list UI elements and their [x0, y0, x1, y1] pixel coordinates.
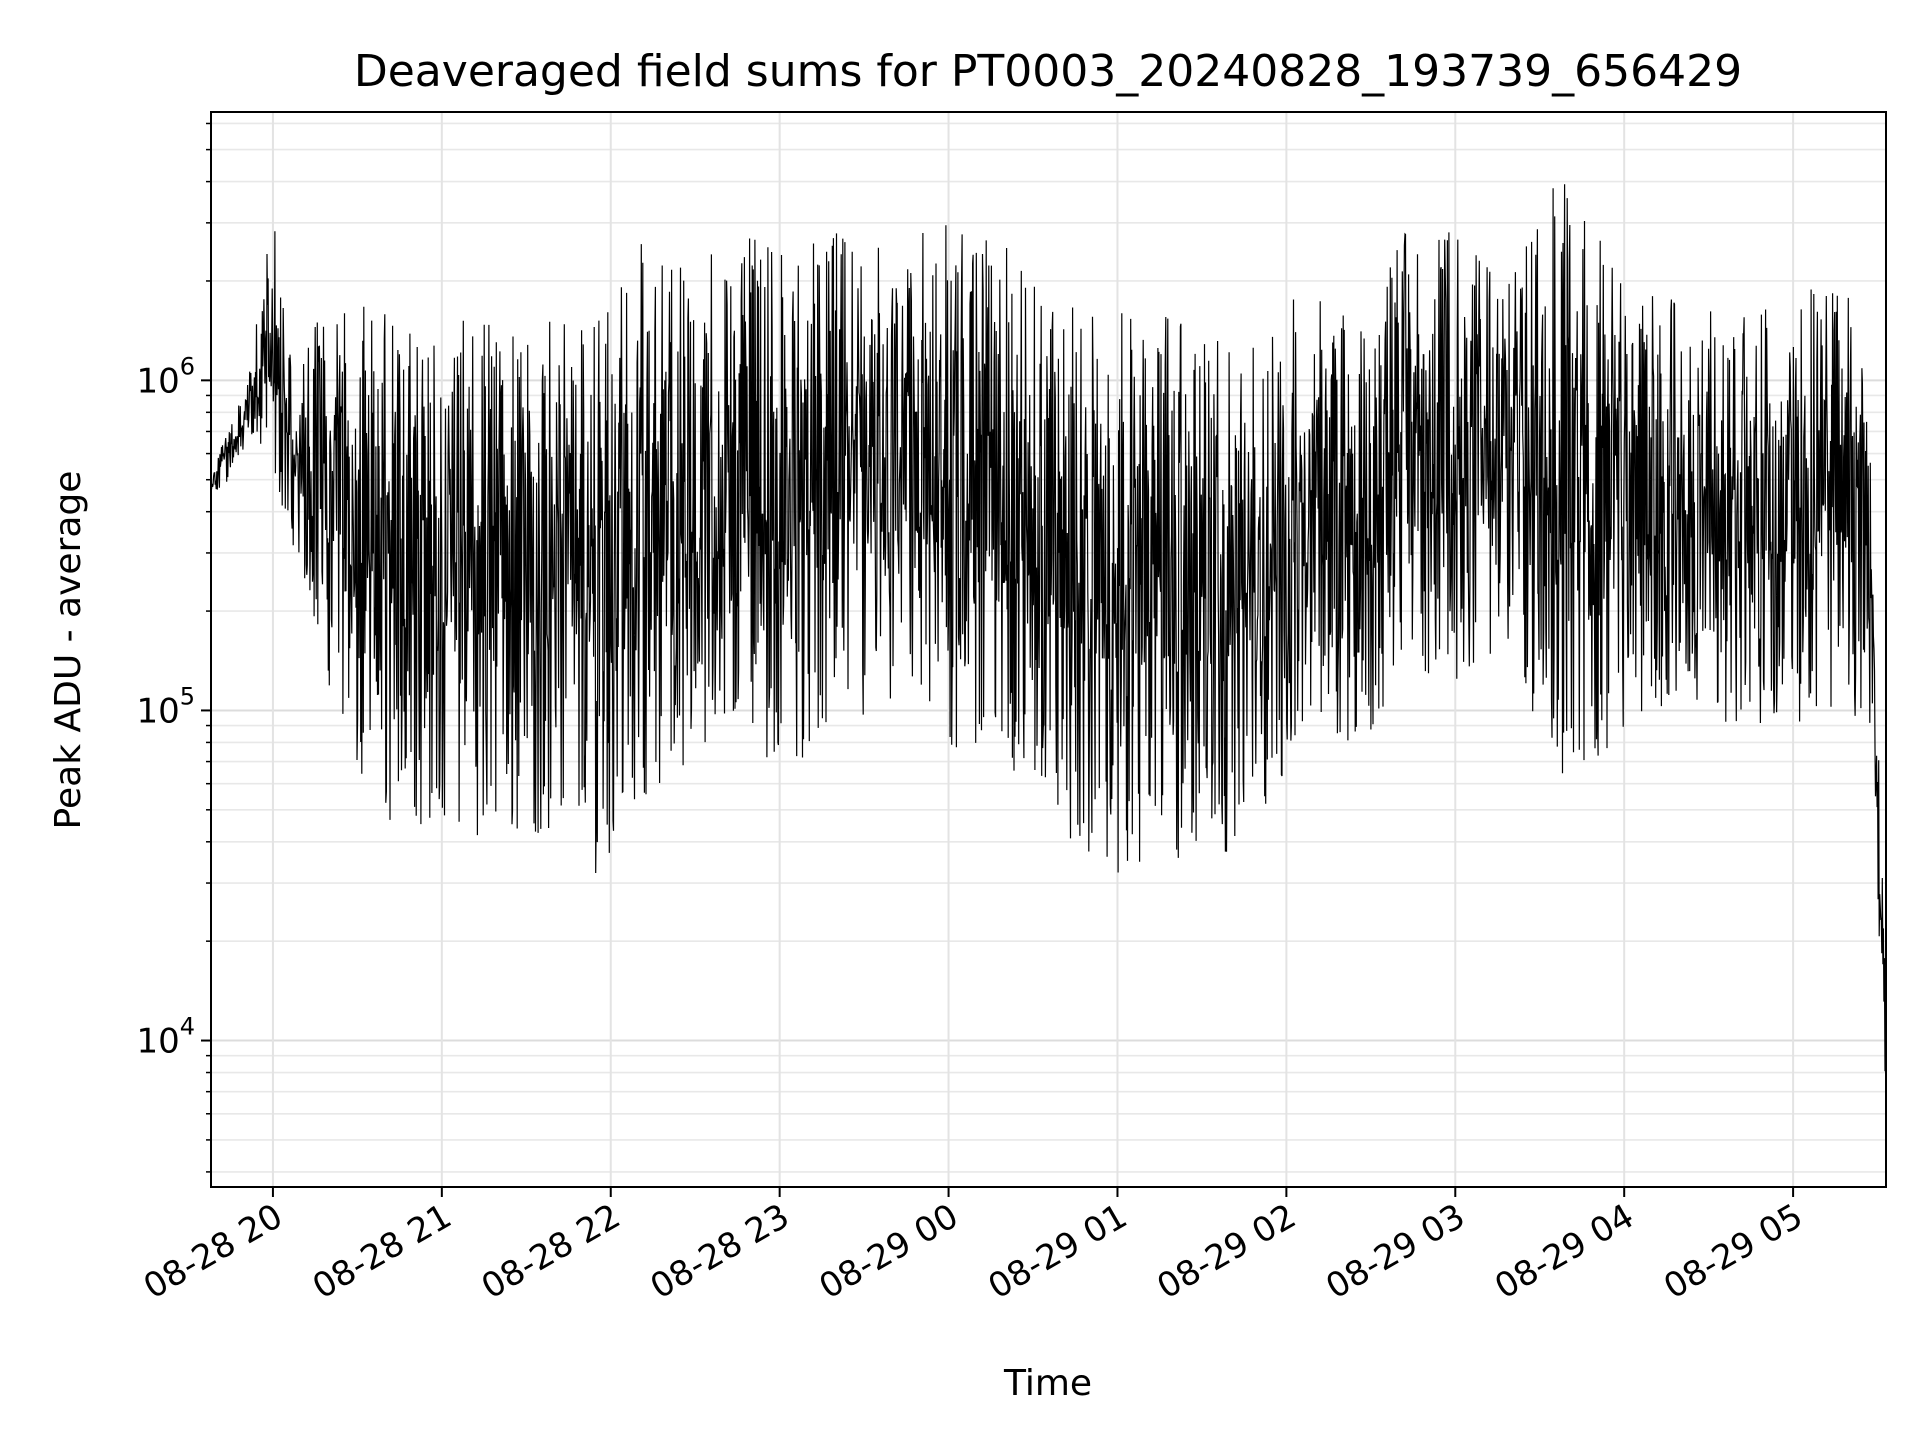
x-tick-label: 08-29 01: [982, 1196, 1134, 1307]
y-axis-label: Peak ADU - average: [48, 471, 89, 830]
series-group: [210, 184, 1887, 1072]
x-tick-label: 08-28 21: [306, 1196, 458, 1307]
x-tick-label: 08-28 20: [137, 1196, 289, 1307]
plot-frame: [210, 111, 1887, 1188]
x-tick-label: 08-28 22: [475, 1196, 627, 1307]
series-line: [210, 184, 1887, 1072]
x-tick-label: 08-29 02: [1150, 1196, 1302, 1307]
y-tick-label: 104: [136, 1013, 195, 1062]
chart-title: Deaveraged field sums for PT0003_2024082…: [354, 46, 1742, 97]
x-tick-label: 08-29 00: [813, 1196, 965, 1307]
y-tick-label: 105: [136, 682, 195, 731]
y-axis: 104 105 106: [136, 122, 211, 1173]
x-tick-label: 08-29 04: [1488, 1196, 1640, 1307]
x-tick-label: 08-29 05: [1657, 1196, 1809, 1307]
x-tick-label: 08-28 23: [644, 1196, 796, 1307]
x-tick-label: 08-29 03: [1319, 1196, 1471, 1307]
x-axis: 08-28 20 08-28 21 08-28 22 08-28 23 08-29 00…: [137, 1187, 1810, 1307]
y-tick-label: 106: [136, 352, 195, 401]
x-axis-label: Time: [1003, 1363, 1092, 1404]
